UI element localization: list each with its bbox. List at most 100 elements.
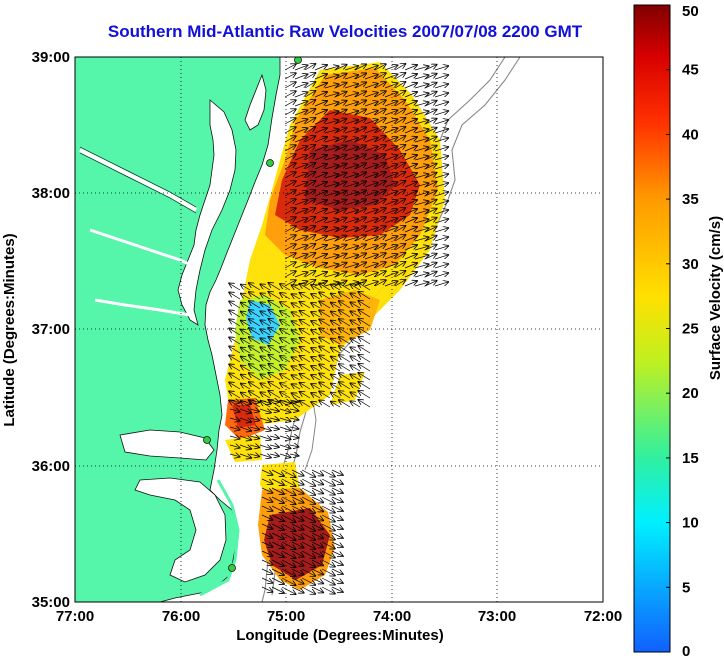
velocity-arrow bbox=[414, 282, 429, 286]
velocity-arrow bbox=[284, 226, 296, 233]
colorbar-tick-label: 5 bbox=[682, 579, 690, 596]
velocity-arrow bbox=[300, 383, 311, 390]
chesapeake-bay bbox=[177, 99, 237, 326]
velocity-arrow bbox=[284, 280, 296, 287]
velocity-arrow bbox=[324, 228, 339, 232]
velocity-arrow bbox=[314, 218, 327, 224]
colorbar-tick-label: 0 bbox=[682, 643, 690, 659]
velocity-arrow bbox=[394, 244, 405, 251]
velocity-arrow bbox=[424, 128, 437, 134]
velocity-arrow bbox=[384, 137, 397, 143]
velocity-arrow bbox=[404, 83, 417, 89]
velocity-arrow bbox=[354, 235, 366, 242]
velocity-arrow bbox=[301, 559, 315, 567]
velocity-arrow bbox=[280, 311, 291, 318]
velocity-arrow bbox=[294, 254, 307, 260]
velocity-arrow bbox=[350, 329, 361, 336]
velocity-arrow bbox=[404, 65, 417, 71]
velocity-arrow bbox=[339, 400, 351, 408]
velocity-arrow bbox=[321, 532, 335, 540]
velocity-arrow bbox=[292, 339, 301, 345]
velocity-arrow bbox=[374, 73, 386, 80]
velocity-arrow bbox=[281, 559, 296, 567]
velocity-arrow bbox=[321, 505, 335, 513]
velocity-arrow bbox=[314, 155, 327, 161]
velocity-arrow bbox=[331, 505, 343, 511]
velocity-arrow bbox=[331, 402, 341, 408]
map-title: Southern Mid-Atlantic Raw Velocities 200… bbox=[107, 22, 583, 41]
velocity-arrow bbox=[291, 478, 304, 485]
velocity-arrow bbox=[354, 172, 366, 179]
velocity-arrow bbox=[331, 559, 343, 565]
velocity-arrow bbox=[268, 328, 281, 336]
velocity-arrow bbox=[331, 312, 341, 318]
velocity-arrow bbox=[269, 445, 279, 447]
velocity-arrow bbox=[294, 146, 307, 152]
velocity-arrow bbox=[424, 182, 437, 188]
velocity-arrow bbox=[301, 514, 315, 522]
velocity-arrow bbox=[324, 156, 339, 160]
velocity-arrow bbox=[364, 273, 378, 278]
velocity-arrow bbox=[311, 402, 321, 408]
velocity-arrow bbox=[321, 577, 335, 585]
velocity-arrow bbox=[239, 427, 251, 431]
velocity-arrow bbox=[394, 199, 405, 206]
velocity-arrow bbox=[311, 357, 321, 363]
velocity-arrow bbox=[394, 262, 405, 269]
velocity-arrow bbox=[271, 532, 284, 539]
velocity-arrow bbox=[354, 91, 366, 98]
velocity-arrow bbox=[249, 337, 261, 345]
velocity-arrow bbox=[249, 301, 261, 309]
velocity-arrow bbox=[384, 92, 397, 98]
velocity-arrow bbox=[292, 393, 301, 399]
velocity-arrow bbox=[294, 74, 307, 80]
velocity-arrow bbox=[291, 586, 304, 593]
velocity-arrow bbox=[271, 586, 284, 593]
velocity-arrow bbox=[304, 217, 315, 224]
velocity-arrow bbox=[304, 100, 315, 107]
velocity-arrow bbox=[241, 384, 251, 390]
velocity-arrow bbox=[289, 409, 298, 411]
velocity-arrow bbox=[268, 301, 281, 309]
velocity-arrow bbox=[314, 236, 327, 242]
velocity-arrow bbox=[334, 191, 347, 197]
velocity-arrow bbox=[271, 487, 284, 494]
velocity-arrow bbox=[331, 366, 341, 372]
velocity-arrow bbox=[374, 154, 386, 161]
velocity-arrow bbox=[354, 109, 366, 116]
velocity-arrow bbox=[424, 137, 437, 143]
velocity-arrow bbox=[384, 218, 397, 224]
velocity-arrow bbox=[260, 356, 271, 363]
velocity-arrow bbox=[334, 164, 347, 170]
velocity-arrow bbox=[334, 227, 347, 233]
velocity-arrow bbox=[292, 321, 301, 327]
velocity-arrow bbox=[229, 364, 241, 372]
velocity-arrow bbox=[404, 272, 417, 278]
velocity-arrow bbox=[301, 523, 315, 531]
velocity-arrow bbox=[404, 146, 417, 152]
velocity-arrow bbox=[350, 401, 361, 408]
velocity-arrow bbox=[414, 66, 429, 70]
velocity-arrow bbox=[304, 235, 315, 242]
velocity-arrow bbox=[434, 156, 448, 161]
velocity-arrow bbox=[339, 319, 351, 327]
velocity-arrow bbox=[324, 246, 339, 250]
velocity-arrow bbox=[424, 209, 437, 215]
velocity-arrow bbox=[289, 418, 298, 420]
velocity-arrow bbox=[324, 147, 339, 151]
velocity-arrow bbox=[284, 82, 296, 89]
velocity-arrow bbox=[331, 541, 343, 547]
velocity-arrow bbox=[300, 311, 311, 318]
velocity-arrow bbox=[304, 127, 315, 134]
velocity-arrow bbox=[414, 183, 429, 187]
velocity-arrow bbox=[311, 375, 321, 381]
velocity-arrow bbox=[241, 348, 251, 354]
velocity-arrow bbox=[384, 74, 397, 80]
velocity-arrow bbox=[364, 228, 378, 233]
velocity-arrow bbox=[311, 366, 321, 372]
velocity-arrow bbox=[324, 174, 339, 178]
velocity-arrow bbox=[294, 218, 307, 224]
x-tick-label: 72:00 bbox=[584, 608, 622, 625]
velocity-arrow bbox=[294, 92, 307, 98]
colorbar-tick-label: 50 bbox=[682, 3, 699, 20]
